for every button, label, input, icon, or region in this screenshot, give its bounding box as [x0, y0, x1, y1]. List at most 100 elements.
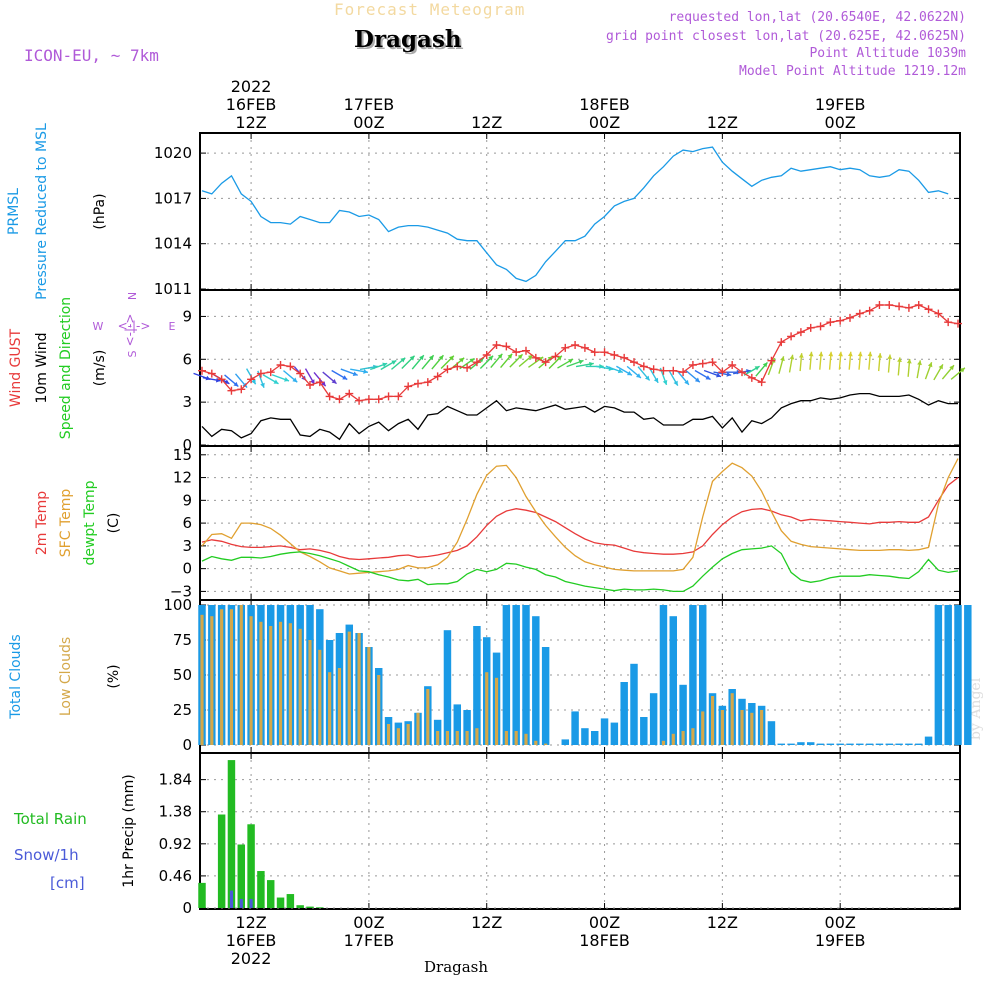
gust-marker	[217, 375, 226, 384]
gust-marker	[865, 306, 874, 315]
wind-vector-head	[726, 372, 732, 377]
gust-marker	[237, 385, 246, 394]
gust-marker	[630, 358, 638, 367]
clouds-bar	[934, 605, 943, 745]
clouds-bar	[905, 743, 913, 745]
clouds-bar	[777, 743, 786, 745]
clouds-inner-bar	[514, 731, 518, 745]
y-tick-label: 6	[182, 350, 192, 368]
clouds-bar	[698, 605, 707, 745]
y-axis-label: Low Clouds	[58, 637, 74, 716]
clouds-inner-bar	[298, 628, 302, 745]
clouds-inner-bar	[406, 724, 410, 745]
gust-marker	[954, 319, 962, 328]
gust-marker	[453, 362, 462, 371]
clouds-bar	[885, 743, 894, 745]
y-tick-label: 3	[182, 393, 192, 411]
gust-marker	[198, 366, 206, 375]
wind-vector-head	[818, 351, 824, 357]
gust-marker	[924, 305, 933, 314]
compass-east: E	[169, 320, 176, 333]
bottom-time-label: 00Z	[825, 913, 856, 932]
gust-marker	[580, 343, 589, 352]
temperature-series-line	[201, 458, 959, 575]
gust-marker	[649, 365, 658, 374]
y-tick-label: 100	[163, 596, 192, 614]
gust-marker	[590, 348, 599, 357]
y-axis-label: 10m Wind	[34, 332, 50, 403]
precip-bar	[247, 824, 255, 908]
gust-marker	[384, 392, 393, 401]
y-axis-label: 1hr Precip (mm)	[121, 774, 137, 887]
clouds-bar	[581, 728, 589, 745]
bottom-time-label: 19FEB	[815, 931, 866, 950]
bottom-time-label: 16FEB	[226, 931, 277, 950]
wind-vector-head	[478, 357, 484, 363]
wind-vector-head	[419, 355, 424, 361]
clouds-bar	[846, 743, 854, 745]
clouds-bar	[806, 742, 815, 745]
clouds-inner-bar	[710, 696, 715, 745]
point-altitude: Point Altitude 1039m	[809, 46, 966, 61]
wind-vector-head	[273, 379, 279, 384]
clouds-bar	[512, 605, 520, 745]
clouds-bar	[914, 743, 923, 745]
wind-vector-head	[438, 355, 444, 361]
y-tick-label: 1.84	[159, 771, 192, 789]
bottom-time-label: 2022	[231, 949, 272, 968]
top-time-label: 00Z	[825, 113, 856, 132]
wind-vector-head	[320, 381, 326, 387]
gust-marker	[522, 346, 530, 355]
y-axis-label: (%)	[106, 664, 122, 688]
pressure-series-line	[201, 146, 949, 283]
gust-marker	[855, 309, 864, 318]
y-axis-label: (m/s)	[92, 350, 108, 387]
compass-arrows: <-|->	[118, 319, 151, 333]
gust-marker	[492, 341, 501, 349]
clouds-bar	[610, 722, 619, 745]
clouds-inner-bar	[750, 712, 754, 745]
wind-vector-head	[469, 358, 475, 363]
y-axis-label: Wind GUST	[8, 328, 24, 407]
clouds-inner-bar	[661, 740, 666, 745]
gust-marker	[747, 373, 756, 382]
bottom-time-label: 00Z	[589, 913, 620, 932]
y-tick-label: 0	[182, 436, 192, 454]
clouds-bar	[600, 718, 609, 745]
clouds-inner-bar	[278, 621, 283, 745]
clouds-bar	[767, 721, 776, 745]
gust-marker	[276, 361, 285, 369]
clouds-inner-bar	[308, 640, 312, 745]
gust-marker	[423, 378, 432, 387]
precip-bar	[257, 871, 265, 908]
y-tick-label: −3	[170, 582, 192, 600]
clouds-bar	[541, 647, 550, 745]
y-tick-label: 1.38	[159, 803, 192, 821]
gust-marker	[247, 375, 256, 384]
gust-marker	[335, 395, 344, 404]
y-tick-label: 6	[182, 514, 192, 532]
wind-vector-head	[428, 355, 434, 361]
clouds-inner-bar	[318, 649, 322, 745]
wind-vector-head	[310, 379, 315, 385]
clouds-inner-bar	[396, 728, 400, 745]
clouds-bar	[532, 616, 540, 745]
wind-vector-head	[251, 379, 256, 385]
clouds-bar	[816, 743, 825, 745]
y-tick-label: 9	[182, 307, 192, 325]
clouds-bar	[865, 743, 874, 745]
clouds-bar	[630, 663, 638, 745]
gust-marker	[433, 372, 442, 381]
clouds-inner-bar	[288, 623, 292, 745]
gust-marker	[266, 368, 275, 377]
clouds-inner-bar	[200, 614, 204, 745]
station-title: Dragash	[354, 26, 462, 53]
wind-vector-head	[497, 353, 503, 359]
wind-vector-head	[798, 353, 804, 358]
temperature-series-line	[201, 477, 959, 561]
gust-marker	[256, 369, 265, 378]
clouds-inner-bar	[691, 728, 695, 745]
precip-inner-bar	[229, 890, 234, 908]
y-tick-label: 0	[182, 899, 192, 917]
precip-bar	[306, 906, 314, 908]
